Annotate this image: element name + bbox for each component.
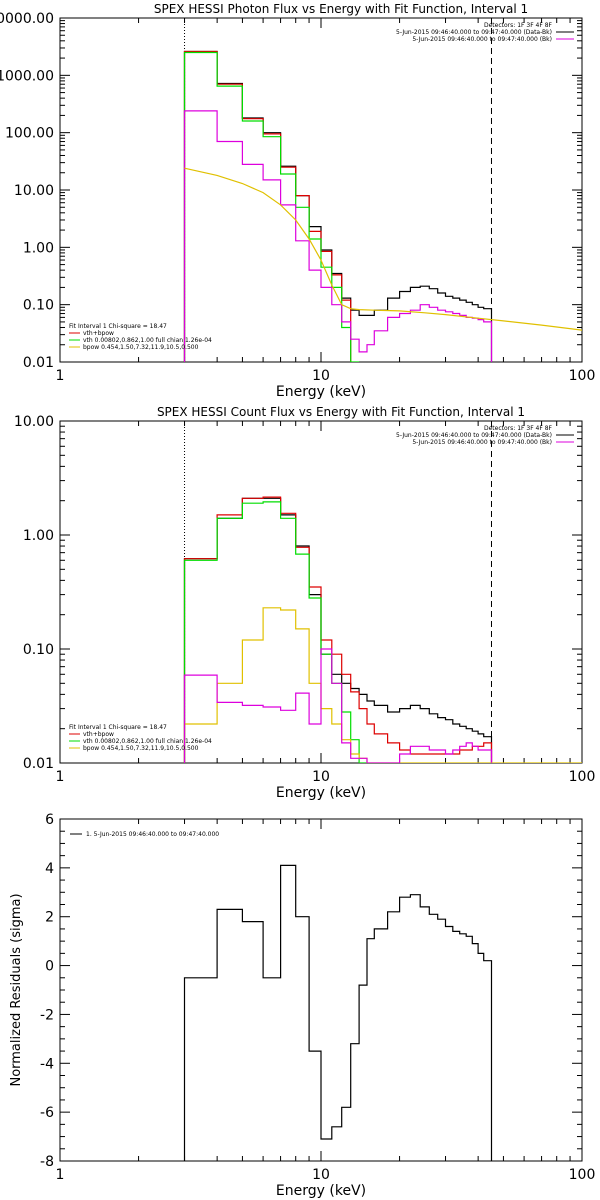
series-total	[183, 50, 493, 362]
x-tick-label: 1	[56, 1167, 65, 1183]
series-group	[183, 50, 582, 362]
series-fit	[183, 496, 493, 763]
legend-right-entry: Detectors: 1F 3F 4F 8F	[484, 425, 553, 432]
legend-right-entry: 5-Jun-2015 09:46:40.000 to 09:47:40.000 …	[412, 439, 552, 446]
series-total	[183, 864, 493, 1161]
y-tick-label: 0.01	[23, 756, 54, 772]
legend-left-entry: bpow 0.454,1.50,7.32,11.9,10.5,0.500	[83, 344, 199, 351]
chart-title: SPEX HESSI Count Flux vs Energy with Fit…	[157, 405, 525, 419]
plot-frame	[59, 17, 583, 363]
y-tick-label: 0.01	[23, 355, 54, 371]
x-axis-label: Energy (keV)	[276, 785, 366, 801]
x-tick-label: 100	[569, 1167, 596, 1183]
series-group	[183, 496, 582, 763]
x-tick-label: 10	[312, 769, 330, 785]
x-tick-label: 10	[312, 1167, 330, 1183]
y-tick-label: 2	[45, 910, 54, 926]
y-tick-label: 100.00	[5, 126, 54, 142]
legend-right-entry: 5-Jun-2015 09:46:40.000 to 09:47:40.000 …	[396, 29, 552, 36]
y-tick-label: 0.10	[23, 298, 54, 314]
y-tick-label: 1.00	[23, 240, 54, 256]
legend-right-entry: 5-Jun-2015 09:46:40.000 to 09:47:40.000 …	[396, 432, 552, 439]
y-tick-label: 0.10	[23, 642, 54, 658]
legend-left-entry: bpow 0.454,1.50,7.32,11.9,10.5,0.500	[83, 745, 199, 752]
y-tick-label: -6	[40, 1105, 54, 1121]
series-bpow	[183, 607, 492, 763]
y-tick-label: 10.00	[14, 414, 54, 430]
series-bpow	[184, 167, 582, 331]
y-axis-label: Normalized Residuals (sigma)	[9, 893, 24, 1086]
x-tick-label: 100	[569, 368, 596, 384]
legend-left-entry: vth 0.00802,0.862,1.00 full chian 1.26e-…	[83, 337, 212, 344]
x-tick-label: 1	[56, 769, 65, 785]
legend-left-entry: Fit Interval 1 Chi-square = 18.47	[69, 323, 167, 330]
legend-entry: 1. 5-Jun-2015 09:46:40.000 to 09:47:40.0…	[86, 831, 219, 838]
panel-1: 1 10 100 0.01 0.10 1.00 10.00 100.00 1000.00 0000…	[0, 2, 595, 400]
y-tick-label: 1000.00	[0, 68, 54, 84]
legend-right-entry: Detectors: 1F 3F 4F 8F	[484, 22, 553, 29]
y-tick-label: 0000.00	[0, 11, 54, 27]
y-tick-label: 10.00	[14, 183, 54, 199]
series-fit	[183, 50, 352, 362]
y-tick-label: -4	[40, 1056, 54, 1072]
legend-left-entry: vth+bpow	[83, 731, 114, 738]
y-tick-label: -8	[40, 1154, 54, 1170]
series-total	[183, 497, 493, 763]
chart-title: SPEX HESSI Photon Flux vs Energy with Fi…	[154, 2, 528, 16]
y-tick-label: 4	[45, 861, 54, 877]
y-tick-label: 0	[45, 959, 54, 975]
legend-left-entry: vth+bpow	[83, 330, 114, 337]
panel-3: 1 10 100 -8 -6 -4 -2 0 2 4 6 Energy (keV) Normalized…	[9, 812, 595, 1199]
y-tick-label: 1.00	[23, 528, 54, 544]
x-tick-label: 10	[312, 368, 330, 384]
x-tick-label: 1	[56, 368, 65, 384]
legend-left-entry: vth 0.00802,0.862,1.00 full chian 1.26e-…	[83, 738, 212, 745]
series-vth	[183, 51, 360, 362]
legend-left-entry: Fit Interval 1 Chi-square = 18.47	[69, 724, 167, 731]
x-axis-label: Energy (keV)	[276, 384, 366, 400]
series-data2	[183, 110, 493, 362]
panel-2: 1 10 100 0.01 0.10 1.00 10.00 SPEX HESSI Count …	[14, 405, 595, 801]
series-data2	[183, 648, 493, 763]
series-vth	[183, 501, 367, 763]
x-tick-label: 100	[569, 769, 596, 785]
series-group	[183, 864, 493, 1161]
y-tick-label: 6	[45, 812, 54, 828]
legend-right-entry: 5-Jun-2015 09:46:40.000 to 09:47:40.000 …	[412, 36, 552, 43]
y-tick-label: -2	[40, 1007, 54, 1023]
x-axis-label: Energy (keV)	[276, 1183, 366, 1199]
